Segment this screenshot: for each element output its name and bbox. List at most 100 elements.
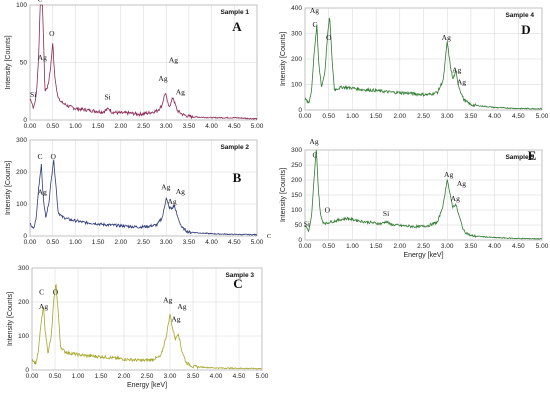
x-tick-label: 1.50 <box>95 373 108 380</box>
x-tick-label: 2.00 <box>393 113 406 120</box>
peak-annotation: Ag <box>442 33 451 42</box>
y-tick-label: 0 <box>25 367 29 374</box>
x-tick-label: 3.00 <box>164 373 177 380</box>
y-tick-label: 50 <box>20 60 28 67</box>
x-tick-label: 1.50 <box>92 239 105 246</box>
sample-label: Sample 3 <box>225 272 254 279</box>
peak-annotation: O <box>50 152 56 161</box>
peak-annotation: Ag <box>39 302 48 311</box>
peak-annotation: Ag <box>309 137 318 146</box>
x-tick-label: 0.00 <box>24 239 37 246</box>
panel-letter: E <box>528 148 537 163</box>
x-tick-label: 0.50 <box>46 123 59 130</box>
chart-panel-3: 0.00 0.50 1.00 1.50 2.00 2.50 3.00 3.50 4.00 4.50… <box>7 265 269 389</box>
peak-annotation: Ag <box>444 170 453 179</box>
x-tick-label: 3.00 <box>441 113 454 120</box>
y-tick-label: 0 <box>23 233 27 240</box>
x-tick-label: 0.00 <box>26 373 39 380</box>
peak-annotation: C <box>312 20 317 29</box>
chart-panel-2: 0.00 0.50 1.00 1.50 2.00 2.50 3.00 3.50 4.00 4.50… <box>5 137 264 246</box>
x-tick-label: 3.00 <box>160 239 173 246</box>
y-axis-label: Intensity [Counts] <box>280 168 287 222</box>
x-tick-label: 5.00 <box>536 113 549 120</box>
peak-annotation: O <box>325 205 331 214</box>
y-tick-label: 0 <box>298 237 302 244</box>
peak-annotation: C <box>312 151 317 160</box>
x-tick-label: 4.00 <box>205 123 218 130</box>
spectrum-line-series-1 <box>304 17 543 110</box>
x-tick-label: 2.50 <box>137 239 150 246</box>
x-tick-label: 3.50 <box>183 239 196 246</box>
spectrum-line-series-1 <box>304 149 543 240</box>
x-tick-label: 1.00 <box>346 113 359 120</box>
peak-annotation: Ag <box>163 296 172 305</box>
y-tick-label: 150 <box>291 192 302 199</box>
y-tick-label: 0 <box>298 107 302 114</box>
chart-panel-4: 0.00 0.50 1.00 1.50 2.00 2.50 3.00 3.50 4.00 4.50… <box>280 5 549 120</box>
y-axis-label: Intensity [Counts] <box>5 35 12 89</box>
sample-label: Sample 5 <box>505 154 534 161</box>
x-tick-label: 0.00 <box>299 113 312 120</box>
y-tick-label: 300 <box>291 147 302 154</box>
peak-annotation: O <box>53 288 59 297</box>
x-tick-label: 4.50 <box>228 123 241 130</box>
y-axis-label: Intensity [Counts] <box>7 292 14 346</box>
x-tick-label: 3.00 <box>160 123 173 130</box>
x-tick-label: 0.50 <box>46 239 59 246</box>
y-tick-label: 200 <box>18 299 29 306</box>
x-tick-label: 2.50 <box>141 373 154 380</box>
peak-annotation: Ag <box>457 179 466 188</box>
x-tick-label: 4.00 <box>488 113 501 120</box>
x-tick-label: 5.00 <box>256 373 269 380</box>
peak-annotation: Si <box>383 209 389 218</box>
peak-annotation: Ag <box>38 187 47 196</box>
x-tick-label: 1.00 <box>69 239 82 246</box>
x-tick-label: 4.50 <box>233 373 246 380</box>
peak-annotation: C <box>39 288 44 297</box>
peak-annotation: Ag <box>451 194 460 203</box>
x-tick-label: 1.00 <box>72 373 85 380</box>
x-axis-label: Energy [keV] <box>127 382 167 389</box>
x-tick-label: 0.50 <box>49 373 62 380</box>
peak-annotation: Ag <box>176 187 185 196</box>
y-axis-label: Intensity [Counts] <box>280 32 287 86</box>
peak-annotation: Ag <box>310 6 319 15</box>
x-tick-label: 2.50 <box>137 123 150 130</box>
y-tick-label: 250 <box>291 162 302 169</box>
spectrum-line-series-1 <box>31 283 263 370</box>
peak-annotation: Ag <box>168 197 177 206</box>
x-tick-label: 5.00 <box>251 239 264 246</box>
x-tick-label: 4.00 <box>488 243 501 250</box>
x-tick-label: 4.00 <box>205 239 218 246</box>
x-axis-label: Energy [keV] <box>403 252 443 259</box>
y-tick-label: 300 <box>291 31 302 38</box>
x-tick-label: 2.00 <box>114 123 127 130</box>
x-tick-label: 4.00 <box>210 373 223 380</box>
peak-annotation: Ag <box>171 315 180 324</box>
stray-label: C <box>267 233 271 240</box>
x-tick-label: 3.50 <box>465 113 478 120</box>
x-tick-label: 1.50 <box>370 243 383 250</box>
panel-letter: C <box>233 276 242 291</box>
y-tick-label: 200 <box>291 56 302 63</box>
peak-annotation: C <box>37 0 42 4</box>
peak-annotation: Ag <box>452 65 461 74</box>
panel-letter: D <box>521 22 530 37</box>
chart-panel-1: 0.00 0.50 1.00 1.50 2.00 2.50 3.00 3.50 4.00 4.50… <box>5 0 264 130</box>
y-tick-label: 100 <box>18 333 29 340</box>
x-tick-label: 0.50 <box>322 243 335 250</box>
peak-annotation: Si <box>30 90 36 99</box>
x-tick-label: 1.50 <box>370 113 383 120</box>
peak-annotation: Si <box>304 220 310 229</box>
x-tick-label: 2.50 <box>417 243 430 250</box>
x-tick-label: 3.50 <box>183 123 196 130</box>
x-tick-label: 5.00 <box>251 123 264 130</box>
x-tick-label: 3.00 <box>441 243 454 250</box>
x-tick-label: 1.00 <box>69 123 82 130</box>
panel-letter: B <box>233 170 242 185</box>
sample-label: Sample 1 <box>220 9 249 16</box>
y-tick-label: 200 <box>291 177 302 184</box>
x-tick-label: 4.50 <box>512 113 525 120</box>
x-tick-label: 0.00 <box>24 123 37 130</box>
y-tick-label: 100 <box>291 82 302 89</box>
